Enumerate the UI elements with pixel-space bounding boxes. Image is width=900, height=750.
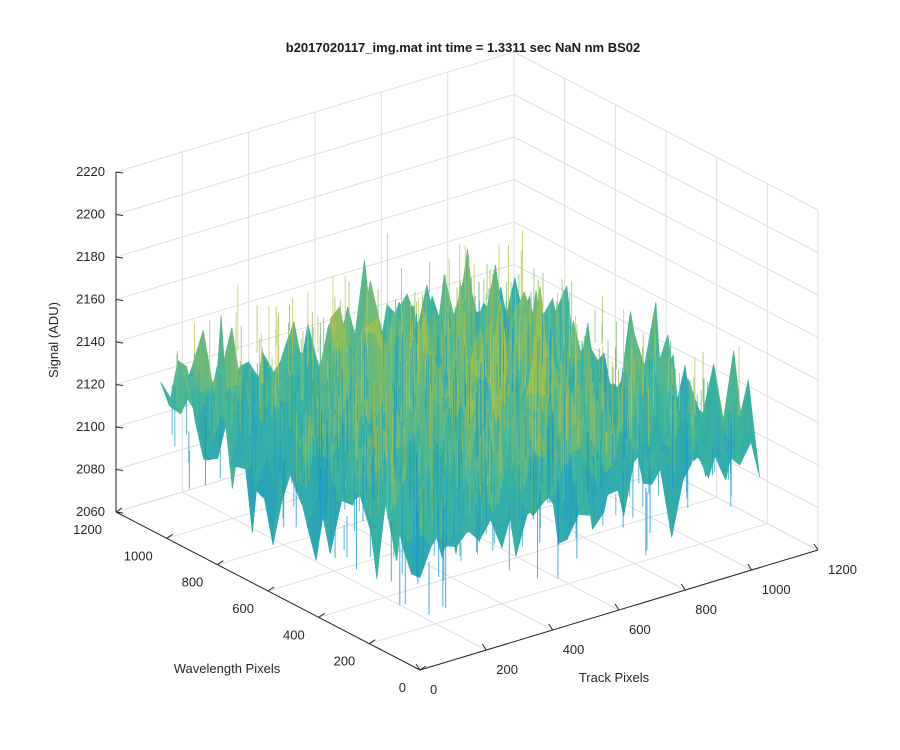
- z-tick-mark: [115, 341, 124, 344]
- z-tick-label: 2080: [76, 462, 105, 477]
- y-tick-mark: [369, 639, 376, 645]
- x-tick-label: 400: [563, 642, 585, 657]
- x-tick-label: 1000: [762, 582, 791, 597]
- x-axis-label: Track Pixels: [579, 670, 650, 685]
- y-axis-ticks: 0 200 400 600 800 1000 1200: [73, 507, 427, 695]
- z-tick-mark: [115, 511, 124, 514]
- y-tick-label: 1000: [124, 548, 153, 563]
- z-axis-ticks: 2060 2080 2100 2120 2140 2160 2180 2200 2220: [76, 164, 124, 519]
- z-tick-label: 2200: [76, 207, 105, 222]
- x-tick-mark: [614, 603, 620, 611]
- y-tick-mark: [166, 533, 173, 539]
- chart-title: b2017020117_img.mat int time = 1.3311 se…: [286, 40, 640, 55]
- x-tick-mark: [548, 623, 554, 631]
- x-tick-label: 600: [629, 622, 651, 637]
- y-tick-mark: [419, 665, 427, 671]
- x-tick-mark: [747, 563, 753, 571]
- z-tick-label: 2120: [76, 377, 105, 392]
- z-tick-mark: [115, 214, 124, 216]
- z-tick-mark: [115, 171, 124, 174]
- x-axis-ticks: 0 200 400 600 800 1000 1200: [415, 543, 857, 697]
- y-tick-mark: [267, 586, 275, 592]
- z-tick-label: 2140: [76, 334, 105, 349]
- y-tick-label: 800: [182, 575, 204, 590]
- y-tick-label: 400: [283, 627, 305, 642]
- grid-line: [115, 221, 515, 343]
- y-axis-label: Wavelength Pixels: [174, 661, 281, 676]
- x-tick-label: 1200: [828, 562, 857, 577]
- grid-line: [115, 179, 515, 300]
- y-tick-mark: [318, 612, 325, 618]
- z-tick-label: 2060: [76, 504, 105, 519]
- grid-line: [513, 51, 819, 211]
- z-tick-mark: [115, 384, 124, 386]
- grid-line: [115, 94, 515, 215]
- y-tick-mark: [115, 507, 123, 513]
- x-tick-mark: [415, 663, 421, 671]
- z-tick-mark: [115, 299, 124, 301]
- surface-plot: [160, 230, 760, 615]
- grid-line: [115, 136, 515, 258]
- x-tick-mark: [481, 643, 487, 651]
- grid-line: [115, 51, 515, 173]
- grid-line: [513, 179, 819, 338]
- z-tick-mark: [115, 256, 124, 259]
- z-axis-label: Signal (ADU): [46, 302, 61, 378]
- y-tick-mark: [217, 560, 224, 566]
- x-tick-label: 0: [430, 682, 437, 697]
- z-tick-label: 2160: [76, 292, 105, 307]
- z-tick-label: 2220: [76, 164, 105, 179]
- y-tick-label: 0: [399, 680, 406, 695]
- z-tick-label: 2100: [76, 419, 105, 434]
- grid-line: [369, 523, 768, 645]
- grid-line: [513, 136, 819, 296]
- grid-line: [513, 221, 819, 381]
- y-tick-label: 200: [334, 654, 356, 669]
- z-tick-mark: [115, 426, 124, 429]
- y-tick-label: 600: [232, 601, 254, 616]
- x-tick-label: 800: [695, 602, 717, 617]
- x-tick-label: 200: [496, 662, 518, 677]
- z-tick-mark: [115, 469, 124, 471]
- grid-line: [513, 94, 819, 253]
- y-tick-label: 1200: [73, 522, 102, 537]
- x-tick-mark: [680, 583, 686, 591]
- x-tick-mark: [813, 543, 819, 551]
- z-tick-label: 2180: [76, 249, 105, 264]
